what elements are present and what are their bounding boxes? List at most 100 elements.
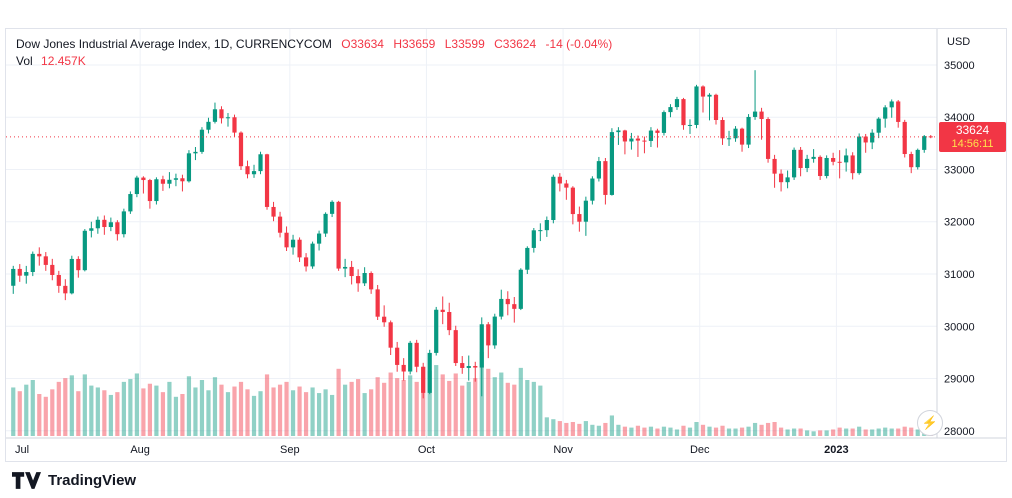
volume-bar <box>512 384 517 436</box>
time-axis-month-label: Jul <box>15 444 29 456</box>
candle-body <box>850 155 855 174</box>
volume-bar <box>388 372 393 436</box>
candle-body <box>401 364 406 372</box>
volume-bar <box>414 381 419 436</box>
volume-bar <box>674 429 680 436</box>
volume-bar <box>570 422 575 436</box>
volume-layer <box>11 352 933 436</box>
candle-body <box>167 179 172 184</box>
candle-body <box>30 253 35 273</box>
candle-body <box>603 161 608 195</box>
volume-bar <box>343 384 348 436</box>
candle-body <box>909 154 914 168</box>
volume-bar <box>199 380 205 436</box>
volume-bar <box>752 422 758 436</box>
price-tick-label: 35000 <box>944 60 975 72</box>
volume-bar <box>323 389 328 436</box>
candle-body <box>831 157 836 162</box>
volume-bar <box>206 390 211 436</box>
candle-body <box>43 256 48 265</box>
candle-body <box>590 178 595 201</box>
candle-body <box>681 99 686 126</box>
candle-body <box>115 222 120 235</box>
high-value: 33659 <box>401 37 436 51</box>
candle-body <box>388 322 393 348</box>
volume-bar <box>850 428 855 436</box>
volume-bar <box>707 426 712 436</box>
candle-body <box>310 243 315 267</box>
candle-body <box>798 149 803 169</box>
volume-bar <box>798 428 803 436</box>
candle-body <box>460 363 465 368</box>
time-axis[interactable] <box>6 438 1006 461</box>
volume-bar <box>616 424 621 436</box>
price-tick-label: 29000 <box>944 374 975 386</box>
candle-body <box>329 201 335 214</box>
candle-body <box>915 149 920 168</box>
candle-body <box>544 220 549 231</box>
volume-bar <box>303 392 309 436</box>
volume-bar <box>69 375 74 436</box>
price-axis[interactable] <box>937 29 1006 438</box>
volume-bar <box>395 378 400 436</box>
candle-body <box>720 119 725 139</box>
volume-bar <box>837 427 842 436</box>
grid-layer <box>6 29 937 438</box>
price-scale-currency: USD <box>947 36 971 48</box>
candlestick-chart[interactable]: 35000 34000 33000 32000 31000 30000 29000 28000… <box>6 29 1006 461</box>
time-axis-month-label: Nov <box>553 444 573 456</box>
volume-bar <box>603 422 608 436</box>
candle-body <box>642 140 647 142</box>
candle-body <box>538 230 543 232</box>
candle-body <box>356 276 361 284</box>
candle-body <box>785 177 790 183</box>
candle-body <box>134 177 139 195</box>
candle-body <box>525 247 530 270</box>
volume-bar <box>108 394 113 436</box>
volume-bar <box>759 424 764 436</box>
volume-bar <box>473 378 478 436</box>
volume-bar <box>694 422 699 436</box>
volume-bar <box>720 425 725 436</box>
volume-bar <box>421 366 426 436</box>
candle-body <box>343 266 348 269</box>
quick-trade-lightning-button[interactable]: ⚡ <box>917 410 943 436</box>
volume-bar <box>700 424 706 436</box>
volume-bar <box>609 415 615 436</box>
price-tick-label: 31000 <box>944 269 975 281</box>
candle-body <box>382 316 387 323</box>
candle-body <box>752 111 758 117</box>
candle-body <box>818 156 823 177</box>
volume-bar <box>17 391 22 436</box>
candle-body <box>518 269 523 309</box>
volume-bar <box>297 386 302 436</box>
open-label: O33634 <box>341 37 384 51</box>
tradingview-logo-link[interactable]: TradingView <box>12 472 136 489</box>
candle-body <box>316 233 322 244</box>
volume-bar <box>134 373 139 436</box>
candle-body <box>857 136 862 174</box>
volume-bar <box>818 430 823 436</box>
volume-bar <box>590 424 595 436</box>
price-tick-label: 28000 <box>944 426 975 438</box>
volume-bar <box>329 394 335 436</box>
volume-bar <box>356 379 361 436</box>
volume-bar <box>11 387 16 436</box>
volume-bar <box>264 374 270 436</box>
symbol-title[interactable]: Dow Jones Industrial Average Index, 1D, … <box>16 37 332 51</box>
volume-bar <box>551 419 556 436</box>
volume-bar <box>121 381 126 436</box>
candle-body <box>395 347 400 365</box>
volume-bar <box>316 393 322 436</box>
volume-bar <box>857 426 862 436</box>
volume-bar <box>24 384 29 436</box>
close-value: 33624 <box>502 37 537 51</box>
candle-body <box>479 324 484 368</box>
candle-body <box>837 161 842 163</box>
volume-bar <box>844 428 849 436</box>
volume-bar <box>173 396 179 436</box>
volume-bar <box>661 426 667 436</box>
volume-bar <box>831 429 836 436</box>
candle-body <box>193 151 198 154</box>
candle-body <box>564 183 569 188</box>
